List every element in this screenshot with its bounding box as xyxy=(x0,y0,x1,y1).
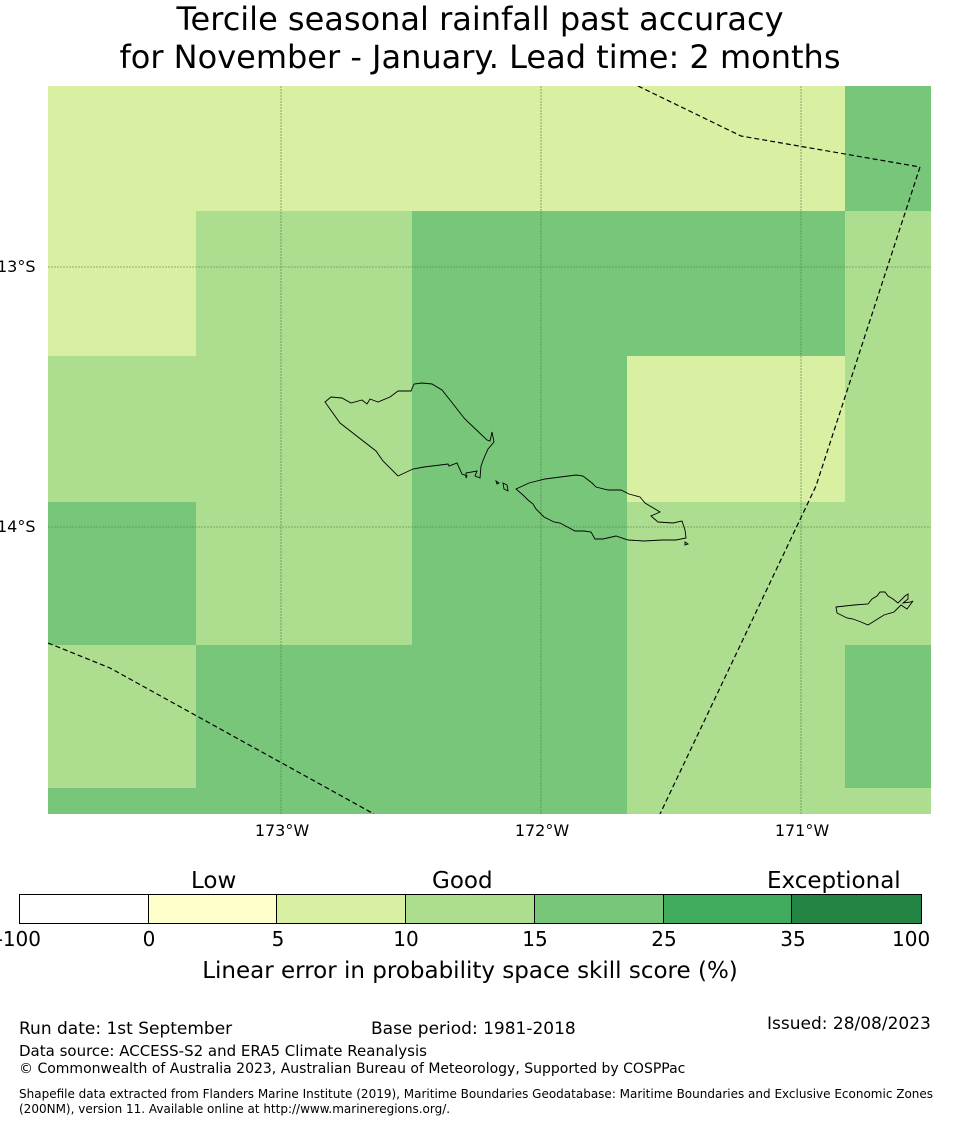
skill-cell xyxy=(196,356,412,502)
colorbar-tick: 15 xyxy=(522,927,548,951)
skill-cell xyxy=(845,502,931,645)
lat-label-13s: 13°S xyxy=(0,257,36,276)
colorbar-segment xyxy=(406,895,535,923)
islet-manono xyxy=(502,482,509,492)
colorbar-tick: 100 xyxy=(892,927,931,951)
eez-boundary-north xyxy=(637,86,921,168)
colorbar-segment xyxy=(534,895,664,923)
colorbar-tick: 5 xyxy=(271,927,285,951)
skill-cell xyxy=(412,788,627,814)
category-good: Good xyxy=(432,868,493,894)
skill-cell xyxy=(48,211,196,356)
skill-cell xyxy=(627,645,845,788)
map-title: Tercile seasonal rainfall past accuracy … xyxy=(0,0,960,76)
skill-cell xyxy=(48,645,196,788)
skill-cell xyxy=(845,211,931,356)
colorbar-segment xyxy=(148,895,278,923)
colorbar-segment xyxy=(792,895,921,923)
islet-aunuu xyxy=(684,541,690,546)
skill-cell xyxy=(48,502,196,645)
colorbar-label: Linear error in probability space skill … xyxy=(202,958,738,984)
island-savaii xyxy=(324,382,495,479)
skill-cell xyxy=(196,788,412,814)
lat-label-14s: 14°S xyxy=(0,517,36,536)
colorbar-tick: 0 xyxy=(142,927,156,951)
data-source: Data source: ACCESS-S2 and ERA5 Climate … xyxy=(19,1042,427,1060)
skill-cell xyxy=(845,645,931,788)
skill-cell xyxy=(627,788,845,814)
island-upolu xyxy=(515,474,687,542)
colorbar-tick: 35 xyxy=(780,927,806,951)
skill-cell xyxy=(627,86,845,211)
skill-cell xyxy=(627,502,845,645)
issued-date: Issued: 28/08/2023 xyxy=(767,1014,931,1034)
skill-cell xyxy=(196,211,412,356)
colorbar-tick: -100 xyxy=(0,927,41,951)
skill-cell xyxy=(196,645,412,788)
skill-cell xyxy=(627,211,845,356)
skill-cell xyxy=(845,788,931,814)
title-line-1: Tercile seasonal rainfall past accuracy xyxy=(176,0,784,38)
island-tutuila xyxy=(835,591,914,626)
skill-cell xyxy=(412,86,627,211)
colorbar-tick: 25 xyxy=(651,927,677,951)
eez-boundary-southwest xyxy=(48,642,375,814)
colorbar-segment xyxy=(277,895,407,923)
colorbar-segment xyxy=(20,895,149,923)
run-date: Run date: 1st September xyxy=(19,1019,233,1039)
title-line-2: for November - January. Lead time: 2 mon… xyxy=(119,38,841,76)
graticule xyxy=(48,86,931,814)
skill-cell xyxy=(412,211,627,356)
skill-cell xyxy=(196,502,412,645)
skill-map xyxy=(48,86,931,814)
skill-cell xyxy=(627,356,845,502)
skill-cell xyxy=(845,356,931,502)
islet-apolima xyxy=(495,479,500,485)
skill-cell xyxy=(48,86,196,211)
colorbar xyxy=(19,894,922,924)
skill-cell xyxy=(48,356,196,502)
skill-cell xyxy=(412,645,627,788)
colorbar-segment xyxy=(663,895,793,923)
skill-grid xyxy=(48,86,931,814)
colorbar-tick: 10 xyxy=(393,927,419,951)
lon-label-173w: 173°W xyxy=(254,821,310,840)
skill-cell xyxy=(845,86,931,211)
map-panel xyxy=(48,86,931,814)
category-low: Low xyxy=(191,868,237,894)
category-exceptional: Exceptional xyxy=(767,868,901,894)
base-period: Base period: 1981-2018 xyxy=(371,1019,576,1039)
skill-cell xyxy=(412,502,627,645)
shapefile-credit: Shapefile data extracted from Flanders M… xyxy=(19,1087,934,1116)
lon-label-171w: 171°W xyxy=(774,821,830,840)
coastlines xyxy=(324,382,914,626)
skill-cell xyxy=(412,356,627,502)
skill-cell xyxy=(196,86,412,211)
eez-boundaries xyxy=(48,86,921,814)
lon-label-172w: 172°W xyxy=(514,821,570,840)
skill-cell xyxy=(48,788,196,814)
eez-boundary-east xyxy=(659,166,921,814)
copyright: © Commonwealth of Australia 2023, Austra… xyxy=(19,1061,686,1077)
